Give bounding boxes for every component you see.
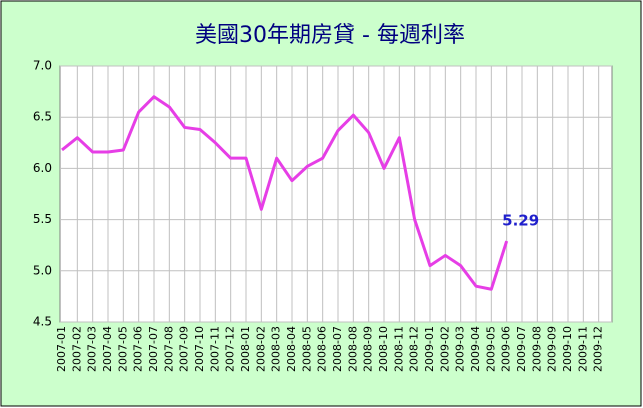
y-tick-label: 7.0 bbox=[33, 59, 52, 73]
x-tick-label: 2007-01 bbox=[55, 326, 68, 372]
x-tick-label: 2009-01 bbox=[423, 326, 436, 372]
x-tick-label: 2007-08 bbox=[162, 326, 175, 372]
x-tick-label: 2009-05 bbox=[484, 326, 497, 372]
x-tick-label: 2007-10 bbox=[193, 326, 206, 372]
line bbox=[61, 95, 509, 291]
y-tick-label: 5.0 bbox=[33, 263, 52, 277]
plot-area bbox=[59, 65, 613, 323]
x-tick-label: 2008-07 bbox=[331, 326, 344, 372]
x-tick-label: 2007-02 bbox=[70, 326, 83, 372]
x-tick-label: 2009-10 bbox=[561, 326, 574, 372]
x-tick-label: 2009-08 bbox=[530, 326, 543, 372]
chart-title: 美國30年期房貸 - 每週利率 bbox=[195, 23, 465, 48]
x-tick-label: 2009-07 bbox=[515, 326, 528, 372]
x-tick-label: 2007-12 bbox=[224, 326, 237, 372]
x-tick-label: 2008-03 bbox=[270, 326, 283, 372]
x-tick-label: 2009-09 bbox=[546, 326, 559, 372]
x-tick-label: 2007-03 bbox=[86, 326, 99, 372]
y-tick-label: 5.5 bbox=[33, 212, 52, 226]
x-tick-label: 2009-12 bbox=[592, 326, 605, 372]
x-tick-label: 2007-04 bbox=[101, 326, 114, 372]
x-tick-label: 2007-06 bbox=[132, 326, 145, 372]
x-tick-label: 2008-09 bbox=[362, 326, 375, 372]
x-tick-label: 2007-05 bbox=[116, 326, 129, 372]
x-tick-label: 2008-02 bbox=[254, 326, 267, 372]
x-tick-label: 2008-10 bbox=[377, 326, 390, 372]
x-tick-label: 2009-06 bbox=[500, 326, 513, 372]
x-tick-label: 2009-04 bbox=[469, 326, 482, 372]
x-tick-label: 2008-05 bbox=[300, 326, 313, 372]
x-tick-label: 2008-11 bbox=[392, 326, 405, 372]
x-tick-label: 2008-08 bbox=[346, 326, 359, 372]
x-tick-label: 2009-11 bbox=[576, 326, 589, 372]
x-tick-label: 2007-07 bbox=[147, 326, 160, 372]
x-tick-label: 2009-03 bbox=[454, 326, 467, 372]
y-tick-label: 4.5 bbox=[33, 315, 52, 329]
x-tick-label: 2007-09 bbox=[178, 326, 191, 372]
x-tick-label: 2008-12 bbox=[408, 326, 421, 372]
x-tick-label: 2009-02 bbox=[438, 326, 451, 372]
x-tick-label: 2008-06 bbox=[316, 326, 329, 372]
x-tick-label: 2008-01 bbox=[239, 326, 252, 372]
y-tick-label: 6.5 bbox=[33, 110, 52, 124]
data-label: 5.29 bbox=[502, 212, 539, 230]
x-tick-label: 2007-11 bbox=[208, 326, 221, 372]
x-tick-label: 2008-04 bbox=[285, 326, 298, 372]
y-tick-label: 6.0 bbox=[33, 161, 52, 175]
